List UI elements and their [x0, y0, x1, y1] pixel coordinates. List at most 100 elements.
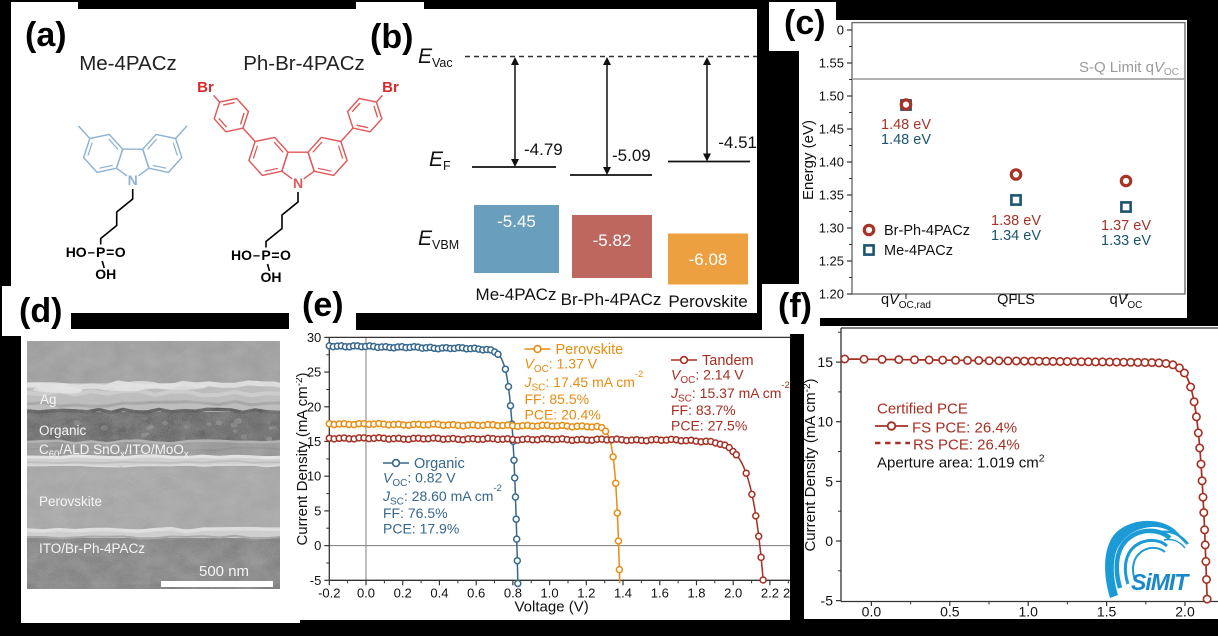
svg-text:-5: -5	[821, 593, 834, 609]
svg-text:1.40: 1.40	[819, 155, 844, 170]
svg-text:0.4: 0.4	[430, 585, 448, 600]
svg-text:15: 15	[817, 354, 833, 370]
svg-text:Voltage (V): Voltage (V)	[514, 599, 588, 616]
svg-text:-6.08: -6.08	[689, 250, 728, 269]
svg-text:HO: HO	[231, 247, 252, 263]
svg-text:15: 15	[307, 434, 321, 449]
svg-text:Energy (eV): Energy (eV)	[800, 120, 817, 200]
svg-text:Br-Ph-4PACz: Br-Ph-4PACz	[884, 223, 970, 239]
svg-text:Perovskite: Perovskite	[39, 494, 102, 509]
svg-text:FS PCE: 26.4%: FS PCE: 26.4%	[912, 420, 1017, 437]
svg-text:-5.45: -5.45	[497, 212, 536, 231]
svg-text:FF: 85.5%: FF: 85.5%	[525, 391, 590, 407]
svg-text:2: 2	[783, 585, 790, 600]
svg-text:1.0: 1.0	[541, 585, 559, 600]
svg-text:EF: EF	[429, 148, 451, 173]
svg-text:-4.79: -4.79	[524, 140, 563, 159]
svg-text:1.50: 1.50	[819, 89, 844, 104]
svg-text:Certified PCE: Certified PCE	[877, 401, 968, 418]
svg-text:Me-4PACz: Me-4PACz	[884, 243, 953, 259]
svg-text:25: 25	[307, 365, 321, 380]
svg-text:1.48 eV: 1.48 eV	[881, 117, 931, 133]
svg-text:N: N	[293, 175, 303, 191]
svg-text:5: 5	[314, 503, 321, 518]
svg-text:SiMIT: SiMIT	[1131, 569, 1190, 595]
svg-text:20: 20	[307, 399, 321, 414]
svg-text:RS PCE: 26.4%: RS PCE: 26.4%	[913, 437, 1020, 454]
svg-text:S-Q Limit qVOC: S-Q Limit qVOC	[1079, 59, 1179, 78]
svg-text:2.0: 2.0	[1175, 604, 1195, 620]
svg-text:Ph-Br-4PACz: Ph-Br-4PACz	[243, 52, 365, 75]
svg-text:Me-4PACz: Me-4PACz	[79, 52, 177, 75]
svg-text:1.8: 1.8	[687, 585, 705, 600]
svg-text:=: =	[271, 247, 279, 263]
svg-text:P: P	[96, 244, 105, 260]
svg-text:0: 0	[825, 533, 833, 549]
svg-text:(b): (b)	[370, 18, 413, 56]
svg-text:1.2: 1.2	[577, 585, 595, 600]
svg-text:FF: 76.5%: FF: 76.5%	[383, 505, 448, 521]
svg-text:C60/ALD SnOx/ITO/MoOx: C60/ALD SnOx/ITO/MoOx	[39, 442, 189, 460]
svg-text:Organic: Organic	[414, 456, 465, 472]
svg-text:–: –	[88, 245, 95, 260]
svg-text:N: N	[128, 172, 138, 188]
svg-text:O: O	[115, 244, 126, 260]
svg-text:Aperture area: 1.019 cm2: Aperture area: 1.019 cm2	[877, 453, 1045, 472]
svg-text:Perovskite: Perovskite	[556, 342, 624, 358]
svg-text:0.2: 0.2	[394, 585, 412, 600]
svg-text:Ag: Ag	[40, 392, 57, 407]
svg-text:1.37 eV: 1.37 eV	[1101, 218, 1151, 234]
svg-text:VOC: 2.14 V: VOC: 2.14 V	[671, 366, 744, 386]
svg-text:-5.09: -5.09	[612, 146, 651, 165]
svg-text:0.5: 0.5	[940, 604, 960, 620]
svg-text:Current Density (mA cm-2): Current Density (mA cm-2)	[296, 372, 311, 545]
svg-text:1.20: 1.20	[819, 287, 844, 302]
svg-text:0: 0	[314, 538, 321, 553]
svg-text:500 nm: 500 nm	[199, 563, 249, 580]
svg-text:1.35: 1.35	[819, 188, 844, 203]
svg-text:0.6: 0.6	[467, 585, 485, 600]
svg-text:-4.51: -4.51	[718, 133, 757, 152]
svg-text:Br-Ph-4PACz: Br-Ph-4PACz	[561, 290, 662, 309]
svg-text:1.6: 1.6	[651, 585, 669, 600]
svg-text:OH: OH	[261, 269, 282, 285]
svg-text:1.0: 1.0	[1018, 604, 1038, 620]
svg-text:PCE: 17.9%: PCE: 17.9%	[383, 521, 459, 537]
svg-text:1.5: 1.5	[1097, 604, 1117, 620]
svg-text:0.0: 0.0	[357, 585, 375, 600]
svg-text:Organic: Organic	[39, 423, 87, 438]
svg-text:=: =	[106, 244, 114, 260]
svg-text:qVOC: qVOC	[1110, 292, 1143, 311]
svg-text:O: O	[280, 247, 291, 263]
svg-text:ITO/Br-Ph-4PACz: ITO/Br-Ph-4PACz	[39, 541, 145, 556]
svg-text:0.0: 0.0	[862, 604, 882, 620]
svg-text:FF: 83.7%: FF: 83.7%	[671, 402, 736, 418]
svg-text:(a): (a)	[25, 16, 67, 54]
svg-text:0.8: 0.8	[504, 585, 522, 600]
svg-text:PCE: 20.4%: PCE: 20.4%	[525, 407, 601, 423]
svg-text:–: –	[253, 248, 260, 263]
svg-text:VOC: 0.82 V: VOC: 0.82 V	[383, 469, 456, 489]
svg-text:Current Density (mA cm-2): Current Density (mA cm-2)	[804, 378, 819, 551]
svg-text:VOC: 1.37 V: VOC: 1.37 V	[525, 355, 598, 375]
svg-text:JSC: 28.60 mA cm-2: JSC: 28.60 mA cm-2	[382, 483, 502, 508]
svg-text:JSC: 17.45 mA cm-2: JSC: 17.45 mA cm-2	[524, 369, 644, 394]
svg-text:OH: OH	[95, 266, 116, 282]
svg-text:Tandem: Tandem	[702, 353, 754, 369]
svg-text:JSC: 15.37 mA cm-2: JSC: 15.37 mA cm-2	[670, 380, 790, 405]
svg-text:5: 5	[825, 473, 833, 489]
svg-text:10: 10	[307, 469, 321, 484]
svg-text:P: P	[261, 247, 270, 263]
svg-text:30: 30	[307, 330, 321, 345]
svg-text:PCE: 27.5%: PCE: 27.5%	[671, 418, 747, 434]
svg-text:-0.2: -0.2	[318, 585, 340, 600]
svg-text:2.2: 2.2	[761, 585, 779, 600]
svg-text:Perovskite: Perovskite	[668, 292, 747, 311]
svg-text:Br: Br	[382, 79, 399, 96]
svg-text:Br: Br	[197, 79, 214, 96]
svg-text:2.0: 2.0	[724, 585, 742, 600]
svg-text:1.34 eV: 1.34 eV	[991, 228, 1041, 244]
svg-text:1.55: 1.55	[819, 56, 844, 71]
svg-text:1.4: 1.4	[614, 585, 632, 600]
svg-text:1.25: 1.25	[819, 254, 844, 269]
